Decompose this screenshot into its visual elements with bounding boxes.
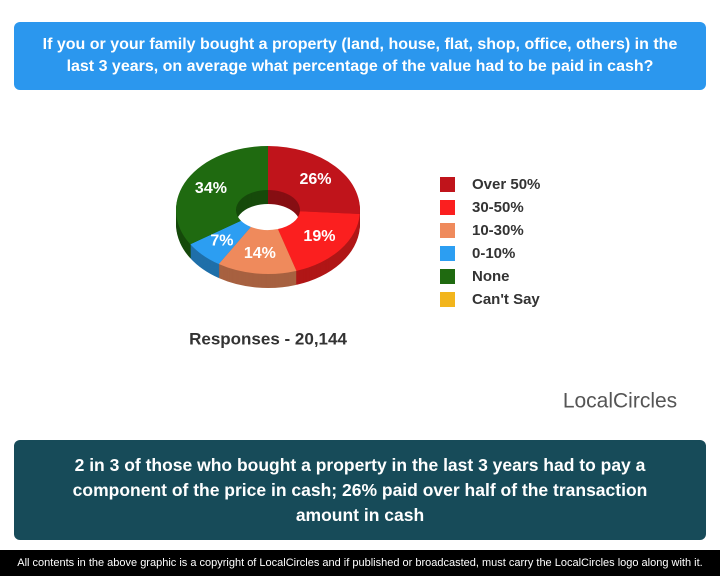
slice [277,211,360,271]
footer: All contents in the above graphic is a c… [0,550,720,576]
slice [176,146,268,245]
legend-swatch [440,223,455,238]
chart: Responses - 20,144 LocalCircles 26% 19% 14… [176,146,677,413]
slice [268,146,360,215]
slice [190,220,251,265]
legend-label: 30-50% [472,199,524,216]
legend-label: 0-10% [472,245,515,262]
value-label: 19% [303,228,335,245]
responses: Responses - 20,144 [189,329,347,348]
slice [218,226,297,274]
value-label: 7% [210,232,233,249]
legend-swatch [440,246,455,261]
legend-swatch [440,177,455,192]
legend-swatch [440,292,455,307]
logo: LocalCircles [563,390,677,413]
legend-label: Over 50% [472,176,540,193]
value-label: 14% [244,245,276,262]
legend-label: 10-30% [472,222,524,239]
legend-label: Can't Say [472,291,540,308]
legend-label: None [472,268,510,285]
legend-swatch [440,200,455,215]
value-label: 34% [195,180,227,197]
legend-swatch [440,269,455,284]
conclusion-banner: 2 in 3 of those who bought a property in… [14,440,706,540]
value-label: 26% [299,171,331,188]
question-banner: If you or your family bought a property … [14,22,706,90]
